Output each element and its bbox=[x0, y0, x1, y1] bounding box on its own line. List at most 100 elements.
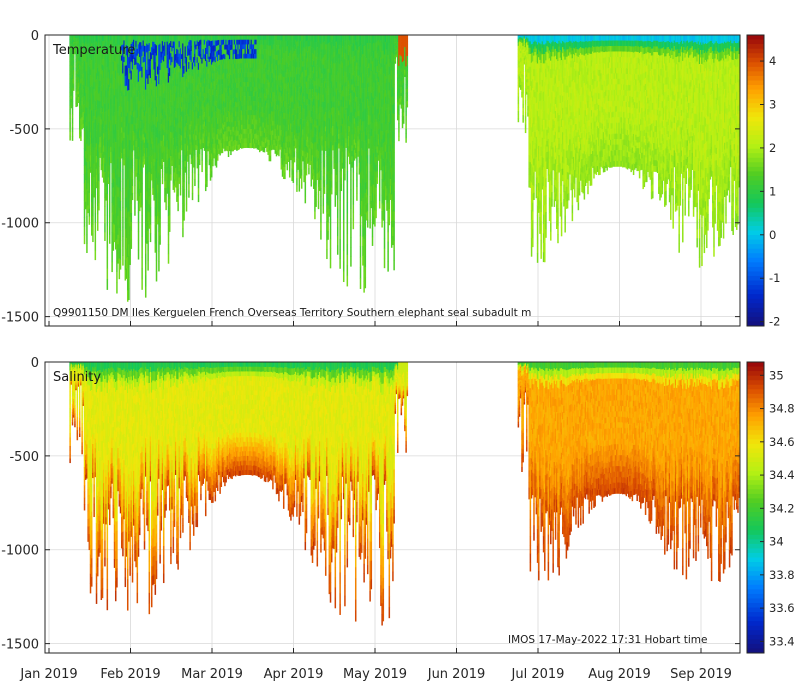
heatmap-cell bbox=[293, 114, 296, 120]
heatmap-cell bbox=[130, 88, 133, 98]
heatmap-cell bbox=[120, 70, 123, 77]
heatmap-cell bbox=[286, 119, 289, 126]
profile-column bbox=[192, 35, 195, 168]
heatmap-cell bbox=[132, 82, 135, 89]
heatmap-cell bbox=[89, 155, 92, 162]
heatmap-cell bbox=[107, 35, 110, 42]
heatmap-cell bbox=[106, 130, 109, 142]
heatmap-cell bbox=[282, 136, 285, 144]
heatmap-cell bbox=[152, 134, 154, 142]
heatmap-cell bbox=[102, 127, 105, 134]
profile-column bbox=[206, 35, 208, 188]
heatmap-cell bbox=[119, 132, 122, 143]
heatmap-cell bbox=[98, 49, 100, 58]
heatmap-cell bbox=[160, 57, 163, 64]
heatmap-cell bbox=[179, 108, 182, 116]
heatmap-cell bbox=[126, 223, 129, 236]
heatmap-cell bbox=[286, 46, 289, 53]
heatmap-cell bbox=[96, 116, 99, 125]
heatmap-cell bbox=[256, 111, 259, 117]
heatmap-cell bbox=[110, 93, 112, 100]
heatmap-cell bbox=[137, 147, 140, 157]
heatmap-cell bbox=[148, 131, 151, 141]
heatmap-cell bbox=[94, 231, 97, 242]
heatmap-cell bbox=[184, 46, 187, 53]
heatmap-cell bbox=[78, 95, 81, 100]
heatmap-cell bbox=[93, 170, 95, 178]
heatmap-cell bbox=[136, 97, 139, 105]
heatmap-cell bbox=[188, 41, 190, 49]
heatmap-cell bbox=[96, 83, 99, 93]
heatmap-cell bbox=[273, 44, 275, 50]
heatmap-cell bbox=[252, 77, 255, 83]
heatmap-cell bbox=[200, 72, 202, 79]
heatmap-cell bbox=[280, 79, 283, 86]
heatmap-cell bbox=[123, 78, 125, 85]
heatmap-cell bbox=[239, 124, 242, 130]
heatmap-cell bbox=[128, 79, 130, 91]
heatmap-cell bbox=[125, 197, 128, 208]
heatmap-cell bbox=[190, 110, 193, 116]
heatmap-cell bbox=[280, 130, 283, 136]
heatmap-cell bbox=[86, 216, 88, 226]
heatmap-cell bbox=[165, 115, 167, 123]
heatmap-cell bbox=[70, 86, 73, 91]
heatmap-cell bbox=[70, 92, 73, 97]
heatmap-cell bbox=[242, 53, 244, 59]
profile-column bbox=[99, 35, 101, 158]
heatmap-cell bbox=[114, 142, 117, 152]
heatmap-cell bbox=[216, 76, 219, 83]
heatmap-cell bbox=[220, 113, 223, 119]
heatmap-cell bbox=[120, 45, 123, 51]
heatmap-cell bbox=[207, 97, 209, 103]
profile-column bbox=[153, 35, 155, 201]
heatmap-cell bbox=[173, 172, 176, 180]
heatmap-cell bbox=[110, 125, 112, 132]
heatmap-cell bbox=[305, 70, 308, 77]
heatmap-cell bbox=[291, 35, 293, 42]
heatmap-cell bbox=[135, 76, 137, 83]
heatmap-cell bbox=[102, 47, 105, 54]
heatmap-cell bbox=[210, 165, 213, 172]
heatmap-cell bbox=[297, 158, 299, 165]
heatmap-cell bbox=[197, 132, 200, 140]
heatmap-cell bbox=[280, 35, 283, 41]
heatmap-cell bbox=[174, 149, 177, 156]
heatmap-cell bbox=[299, 124, 302, 131]
heatmap-cell bbox=[234, 116, 237, 122]
heatmap-cell bbox=[207, 44, 209, 50]
heatmap-cell bbox=[219, 60, 221, 66]
heatmap-cell bbox=[195, 120, 197, 127]
heatmap-cell bbox=[138, 166, 141, 175]
heatmap-cell bbox=[222, 68, 225, 74]
heatmap-cell bbox=[214, 111, 217, 117]
heatmap-cell bbox=[286, 85, 289, 92]
heatmap-cell bbox=[255, 124, 257, 130]
heatmap-cell bbox=[146, 226, 148, 236]
heatmap-cell bbox=[141, 66, 143, 78]
profile-column bbox=[104, 35, 106, 241]
heatmap-cell bbox=[112, 160, 115, 170]
heatmap-cell bbox=[221, 84, 224, 90]
heatmap-cell bbox=[132, 121, 135, 127]
heatmap-cell bbox=[132, 116, 135, 122]
heatmap-cell bbox=[266, 88, 268, 94]
heatmap-cell bbox=[174, 123, 177, 131]
heatmap-cell bbox=[231, 88, 233, 94]
heatmap-cell bbox=[176, 62, 178, 71]
heatmap-cell bbox=[189, 35, 191, 41]
heatmap-cell bbox=[132, 106, 135, 113]
heatmap-cell bbox=[270, 116, 273, 122]
heatmap-cell bbox=[111, 64, 113, 75]
heatmap-cell bbox=[230, 149, 232, 156]
heatmap-cell bbox=[291, 95, 293, 103]
heatmap-cell bbox=[77, 77, 80, 81]
heatmap-cell bbox=[120, 35, 123, 41]
heatmap-cell bbox=[201, 166, 203, 173]
heatmap-cell bbox=[206, 41, 208, 48]
heatmap-cell bbox=[152, 187, 154, 195]
heatmap-cell bbox=[116, 217, 118, 229]
heatmap-cell bbox=[183, 96, 185, 105]
heatmap-cell bbox=[228, 145, 231, 152]
heatmap-cell bbox=[236, 126, 238, 132]
